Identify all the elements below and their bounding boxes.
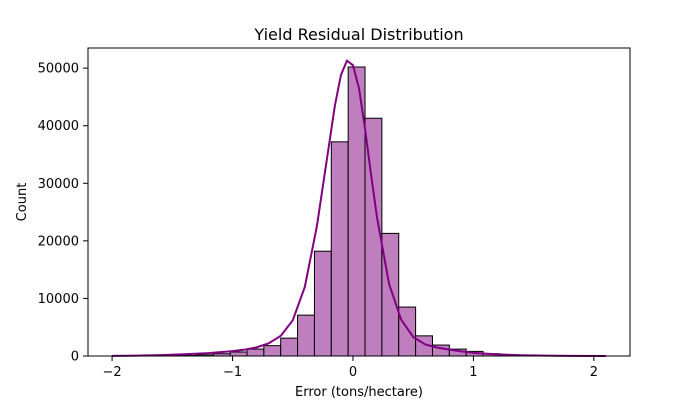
histogram-bar	[263, 345, 282, 357]
x-tick-label: −2	[103, 365, 122, 380]
histogram-bar	[246, 348, 265, 357]
y-tick-label: 30000	[38, 177, 79, 192]
y-tick-label: 20000	[38, 234, 79, 249]
y-tick-label: 50000	[38, 62, 79, 77]
histogram-bar	[229, 351, 248, 357]
histogram-bar	[381, 232, 400, 357]
histogram-bar	[297, 314, 315, 357]
x-axis: −2 −1 0 1 2	[103, 356, 598, 380]
kde-curve	[112, 59, 606, 357]
bars-layer	[162, 66, 552, 357]
y-tick-label: 0	[71, 350, 79, 365]
y-axis-label: Count	[15, 183, 30, 222]
x-tick-label: 1	[469, 365, 477, 380]
y-tick-label: 10000	[38, 292, 79, 307]
y-tick-label: 40000	[38, 119, 79, 134]
x-tick-label: 0	[349, 365, 357, 380]
x-tick-label: −1	[223, 365, 242, 380]
histogram-bar	[330, 141, 349, 357]
histogram-bar	[313, 250, 332, 357]
x-axis-label: Error (tons/hectare)	[295, 385, 423, 400]
y-axis: 0 10000 20000 30000 40000 50000	[38, 62, 88, 365]
histogram-bar	[398, 306, 417, 357]
histogram-bar	[280, 337, 299, 357]
plot-frame	[87, 47, 631, 357]
chart-title: Yield Residual Distribution	[253, 25, 463, 44]
x-tick-label: 2	[590, 365, 598, 380]
